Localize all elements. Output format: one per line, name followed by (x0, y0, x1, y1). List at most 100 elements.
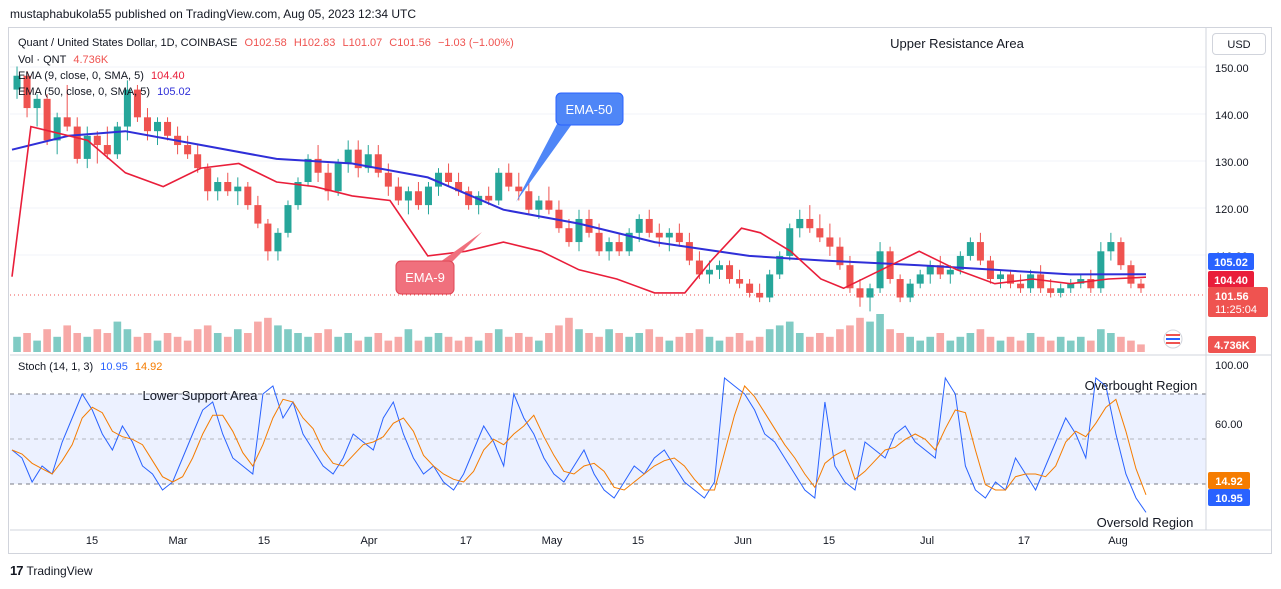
ema50-callout: EMA-50 (516, 92, 624, 202)
volume-bar (103, 333, 112, 352)
candle-body (384, 172, 392, 187)
candle (103, 126, 111, 159)
candle (1137, 279, 1145, 293)
candle (575, 209, 583, 252)
price-tick: 150.00 (1215, 63, 1249, 75)
candle (43, 94, 51, 146)
volume-bar (856, 317, 864, 352)
volume-bar (1097, 329, 1105, 352)
candle-body (103, 145, 111, 155)
volume-value: 4.736K (73, 54, 109, 66)
flag-icon[interactable] (1163, 329, 1183, 349)
candle-body (806, 218, 814, 229)
volume-bar (906, 336, 914, 352)
candle (113, 121, 121, 159)
candle (856, 279, 864, 307)
volume-bar (625, 336, 633, 352)
volume-bar (324, 329, 332, 352)
time-tick: Jul (920, 535, 934, 547)
candle-body (936, 265, 944, 275)
candle-body (1097, 251, 1105, 289)
candle-body (314, 158, 322, 173)
candle-body (1067, 283, 1075, 289)
candle (525, 182, 533, 215)
lower-support-label: Lower Support Area (143, 388, 259, 403)
candle-body (615, 242, 623, 252)
candle-body (83, 135, 91, 159)
volume-bar (153, 340, 162, 352)
footer-brand[interactable]: 17 TradingView (10, 563, 93, 578)
candle (645, 209, 653, 238)
volume-bar (645, 329, 654, 352)
candle (615, 232, 623, 256)
candle-body (655, 232, 663, 238)
stoch-legend: Stoch (14, 1, 3) 10.95 14.92 (18, 361, 166, 373)
candle-body (113, 126, 121, 155)
volume-bar (444, 336, 453, 352)
candle-body (244, 186, 252, 206)
ema50-label: EMA (50, close, 0, SMA, 5) (18, 86, 151, 98)
candle (665, 228, 673, 252)
candle-body (776, 255, 784, 275)
price-tick: 120.00 (1215, 204, 1249, 216)
volume-bar (474, 340, 483, 352)
volume-bar (1026, 333, 1035, 352)
volume-bar (966, 333, 975, 352)
volume-bar (183, 340, 192, 352)
currency-button[interactable]: USD (1212, 33, 1266, 55)
candle (1017, 274, 1025, 293)
candle-body (595, 232, 603, 252)
candle-body (344, 149, 352, 164)
candle-body (1057, 288, 1065, 293)
stoch-k-line (11, 376, 1147, 513)
volume-bar (1117, 336, 1125, 352)
volume-bar (605, 329, 613, 352)
volume-bar (344, 333, 352, 352)
volume-bar (615, 333, 623, 352)
countdown-badge: 11:25:04 (1215, 304, 1257, 316)
volume-bar (23, 333, 31, 352)
candle (876, 242, 884, 293)
volume-bar (836, 329, 844, 352)
stoch-band (10, 394, 1206, 484)
time-tick: 17 (1018, 535, 1030, 547)
candle-body (204, 168, 212, 192)
candle-body (354, 149, 362, 169)
candle (455, 172, 463, 196)
candle (705, 260, 713, 284)
volume-bar (314, 333, 322, 352)
candle-body (956, 255, 964, 270)
volume-bar (735, 333, 744, 352)
candle-body (334, 163, 342, 192)
candle (1077, 274, 1085, 289)
candle-body (404, 191, 412, 201)
candle (545, 186, 553, 215)
candle-body (214, 182, 222, 192)
candle-body (675, 232, 683, 243)
candle-body (63, 117, 71, 127)
candle (33, 94, 41, 127)
volume-bar (866, 321, 874, 352)
volume-bar (354, 340, 363, 352)
candle (605, 237, 613, 261)
candle (424, 182, 432, 215)
candle (254, 195, 262, 229)
ema9-badge: 104.40 (1214, 275, 1248, 287)
candle (384, 163, 392, 196)
candle (23, 71, 31, 118)
volume-bar (33, 340, 41, 352)
candle-body (143, 117, 151, 132)
volume-bar (946, 340, 955, 352)
last-price-badge: 101.56 (1215, 291, 1249, 303)
volume-bar (886, 329, 894, 352)
candle (123, 80, 131, 141)
volume-bar (73, 333, 82, 352)
candle-body (916, 274, 924, 284)
candle (675, 223, 683, 247)
volume-bar (213, 333, 222, 352)
candle (786, 223, 794, 261)
ema50-callout-text: EMA-50 (566, 102, 613, 117)
candle (1117, 237, 1125, 270)
candle (796, 209, 804, 238)
